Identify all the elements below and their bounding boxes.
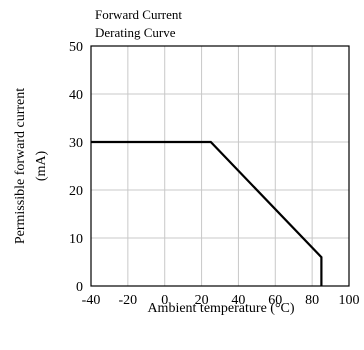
- chart-title-line-2: Derating Curve: [95, 25, 176, 40]
- y-axis-label-line-1: Permissible forward current: [13, 88, 28, 244]
- x-tick-label: 20: [195, 293, 209, 308]
- series-line: [91, 140, 323, 286]
- x-tick-label: 0: [161, 293, 168, 308]
- x-tick-label: 40: [231, 293, 245, 308]
- x-tick-label: 80: [305, 293, 319, 308]
- y-axis-label-line-2: (mA): [34, 151, 49, 182]
- x-tick-label: 60: [268, 293, 282, 308]
- y-tick-label: 50: [69, 40, 83, 55]
- x-axis-label: Ambient temperature (°C): [147, 301, 294, 316]
- y-tick-label: 0: [76, 280, 83, 295]
- x-tick-label: -20: [119, 293, 138, 308]
- y-tick-label: 10: [69, 232, 83, 247]
- plot-frame: [90, 45, 350, 287]
- series-layer: [91, 140, 323, 286]
- x-tick-label: -40: [82, 293, 101, 308]
- y-tick-label: 20: [69, 184, 83, 199]
- y-tick-label: 30: [69, 136, 83, 151]
- x-tick-label: 100: [339, 293, 360, 308]
- grid-lines: [91, 46, 349, 286]
- chart-title-line-1: Forward Current: [95, 7, 182, 22]
- x-tick-labels: -40 -20 0 20 40 60 80 100: [82, 293, 360, 308]
- y-tick-labels: 0 10 20 30 40 50: [69, 40, 83, 295]
- y-tick-label: 40: [69, 88, 83, 103]
